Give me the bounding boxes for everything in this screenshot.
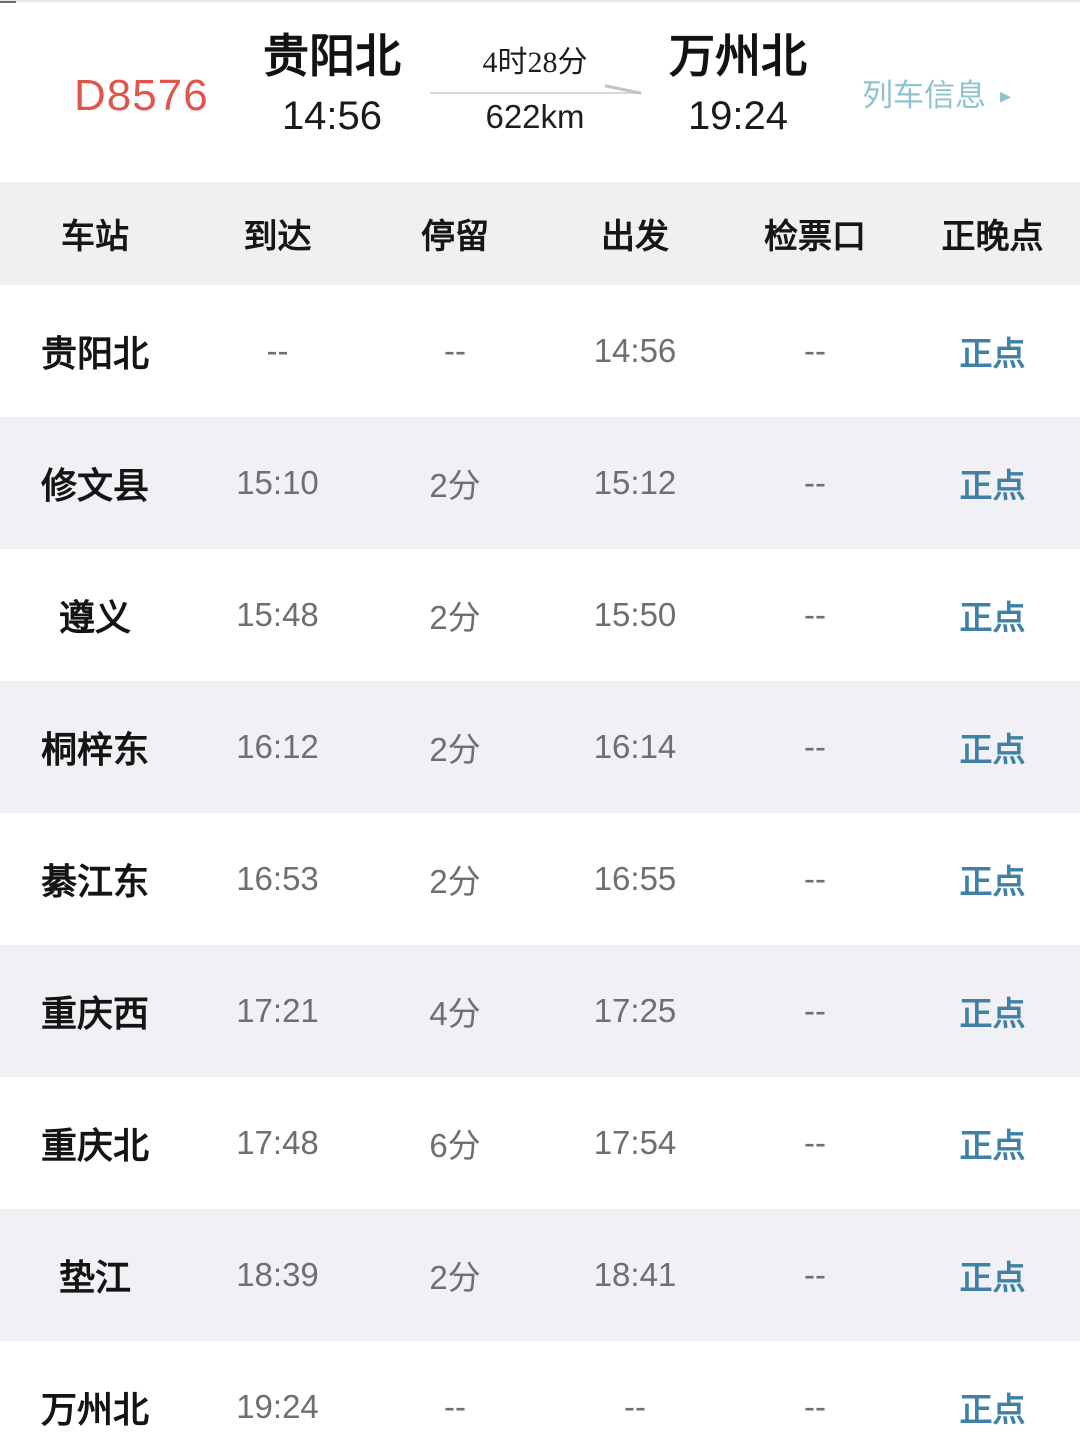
depart-time-cell: 17:54: [593, 1124, 677, 1161]
status-cell: 正点: [959, 1393, 1026, 1429]
depart-time-cell: 14:56: [593, 332, 677, 369]
table-row: 重庆西 17:21 4分 17:25 -- 正点: [0, 945, 1080, 1077]
arrive-time-cell: 15:48: [236, 596, 319, 633]
gate-cell: --: [804, 596, 826, 633]
arrive-time-cell: 16:53: [236, 860, 319, 897]
trip-distance: 622km: [485, 98, 585, 135]
col-header-arrive: 到达: [243, 219, 312, 256]
gate-cell: --: [804, 860, 826, 897]
depart-time-cell: 16:55: [593, 860, 677, 897]
station-name-cell: 重庆北: [40, 1126, 149, 1166]
station-name-cell: 綦江东: [40, 862, 149, 902]
arrive-time-cell: 17:21: [236, 992, 319, 1029]
direction-arrow-icon: [429, 84, 641, 95]
arrive-time-cell: --: [266, 332, 289, 369]
status-cell: 正点: [959, 601, 1026, 637]
depart-time-cell: 15:50: [593, 596, 677, 633]
train-info-link-label: 列车信息: [862, 78, 986, 113]
stop-duration-cell: --: [444, 1388, 466, 1425]
departure-time: 14:56: [281, 94, 383, 138]
col-header-gate: 检票口: [764, 219, 866, 256]
trip-header: D8576 贵阳北 14:56 4时28分 622km 万州北 19:24 列车…: [0, 3, 1080, 182]
depart-time-cell: --: [624, 1388, 646, 1425]
top-edge-mark: [0, 1, 16, 4]
station-name-cell: 桐梓东: [40, 730, 149, 770]
stop-duration-cell: 2分: [429, 731, 481, 768]
table-row: 桐梓东 16:12 2分 16:14 -- 正点: [0, 681, 1080, 813]
stop-duration-cell: --: [444, 332, 466, 369]
gate-cell: --: [804, 1388, 826, 1425]
stop-duration-cell: 6分: [429, 1127, 481, 1164]
depart-time-cell: 17:25: [593, 992, 677, 1029]
arrival-station: 万州北: [669, 31, 807, 82]
chevron-right-icon: ▸: [1000, 83, 1012, 108]
table-row: 綦江东 16:53 2分 16:55 -- 正点: [0, 813, 1080, 945]
arrival-block: 万州北 19:24: [628, 31, 848, 138]
status-cell: 正点: [959, 733, 1026, 769]
depart-time-cell: 15:12: [593, 464, 677, 501]
arrive-time-cell: 16:12: [236, 728, 319, 765]
departure-station: 贵阳北: [263, 31, 401, 82]
station-name-cell: 垫江: [58, 1258, 131, 1298]
status-cell: 正点: [959, 1129, 1026, 1165]
status-cell: 正点: [959, 865, 1026, 901]
stop-duration-cell: 2分: [429, 1259, 481, 1296]
stop-duration-cell: 2分: [429, 863, 481, 900]
train-number: D8576: [74, 71, 209, 120]
status-cell: 正点: [959, 469, 1026, 505]
train-info-link[interactable]: 列车信息 ▸: [862, 77, 1011, 115]
arrive-time-cell: 19:24: [236, 1388, 319, 1425]
status-cell: 正点: [959, 337, 1026, 373]
gate-cell: --: [804, 332, 826, 369]
col-header-station: 车站: [61, 219, 129, 256]
col-header-status: 正晚点: [941, 219, 1044, 256]
top-edge-strip: [0, 0, 1080, 4]
stop-duration-cell: 2分: [429, 599, 481, 636]
arrive-time-cell: 15:10: [236, 464, 319, 501]
depart-time-cell: 16:14: [593, 728, 677, 765]
arrival-time: 19:24: [687, 94, 789, 138]
gate-cell: --: [804, 992, 826, 1029]
status-cell: 正点: [959, 1261, 1026, 1297]
station-name-cell: 万州北: [40, 1390, 149, 1430]
table-row: 万州北 19:24 -- -- -- 正点: [0, 1341, 1080, 1453]
table-row: 遵义 15:48 2分 15:50 -- 正点: [0, 549, 1080, 681]
gate-cell: --: [804, 728, 826, 765]
status-cell: 正点: [959, 997, 1026, 1033]
gate-cell: --: [804, 1124, 826, 1161]
col-header-depart: 出发: [601, 219, 669, 256]
departure-block: 贵阳北 14:56: [222, 31, 442, 138]
table-row: 垫江 18:39 2分 18:41 -- 正点: [0, 1209, 1080, 1341]
table-row: 贵阳北 -- -- 14:56 -- 正点: [0, 285, 1080, 417]
table-body: 贵阳北 -- -- 14:56 -- 正点 修文县 15:10 2分 15:12…: [0, 285, 1080, 1453]
table-row: 修文县 15:10 2分 15:12 -- 正点: [0, 417, 1080, 549]
trip-duration: 4时28分: [482, 46, 588, 79]
col-header-stop: 停留: [421, 219, 489, 256]
depart-time-cell: 18:41: [593, 1256, 677, 1293]
gate-cell: --: [804, 1256, 826, 1293]
station-name-cell: 贵阳北: [40, 334, 149, 374]
station-name-cell: 重庆西: [40, 994, 149, 1034]
stop-duration-cell: 4分: [429, 995, 481, 1032]
stop-duration-cell: 2分: [429, 467, 481, 504]
duration-block: 4时28分 622km: [420, 47, 650, 134]
arrive-time-cell: 18:39: [236, 1256, 319, 1293]
station-name-cell: 修文县: [40, 466, 149, 506]
station-name-cell: 遵义: [58, 598, 131, 638]
arrive-time-cell: 17:48: [236, 1124, 319, 1161]
table-header-row: 车站 到达 停留 出发 检票口 正晚点: [0, 182, 1080, 285]
table-row: 重庆北 17:48 6分 17:54 -- 正点: [0, 1077, 1080, 1209]
gate-cell: --: [804, 464, 826, 501]
